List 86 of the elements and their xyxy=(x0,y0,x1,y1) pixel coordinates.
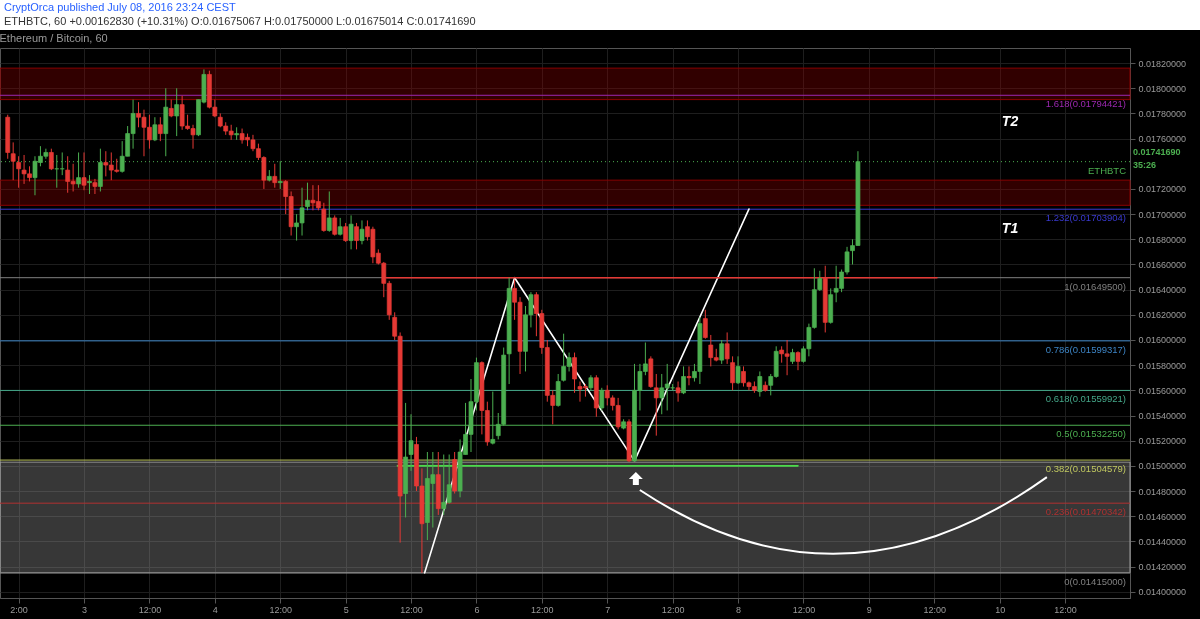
candlestick xyxy=(321,202,327,233)
candlestick xyxy=(653,373,659,437)
ref-line-label: 0.5(0.01532250) xyxy=(1056,428,1126,440)
x-tick-label: 12:00 xyxy=(792,604,816,615)
candlestick xyxy=(359,219,365,245)
y-tick-label: 0.01640000 xyxy=(1138,285,1187,296)
x-tick-label: 12:00 xyxy=(1054,604,1077,615)
y-tick-label: 0.01480000 xyxy=(1138,486,1187,497)
ref-line-label: 1.618(0.01794421) xyxy=(1045,98,1126,110)
candlestick xyxy=(348,214,354,250)
candlestick xyxy=(10,141,16,181)
y-tick-label: 0.01520000 xyxy=(1138,436,1187,447)
text: ETHBTC, 60 +0.00162830 (+10.31%) O:0.01675067 H:0.01750000 L:0.01675014 C:0.01741690 xyxy=(4,14,477,28)
x-tick-label: 5 xyxy=(343,604,349,615)
candlestick xyxy=(572,352,577,394)
x-tick-label: 12:00 xyxy=(269,604,292,615)
annotation: T2 xyxy=(1001,113,1019,129)
candlestick xyxy=(795,350,801,371)
y-tick-label: 0.01620000 xyxy=(1138,310,1187,321)
candlestick xyxy=(16,155,21,189)
x-tick-label: 12:00 xyxy=(661,604,685,615)
annotation: T1 xyxy=(1001,220,1019,236)
ref-line-label: 1.232(0.01703904) xyxy=(1045,212,1126,224)
y-tick-label: 0.01500000 xyxy=(1138,461,1187,472)
candlestick xyxy=(702,309,708,340)
y-tick-label: 0.01460000 xyxy=(1138,511,1187,522)
candlestick xyxy=(87,174,92,195)
candlestick xyxy=(735,355,741,385)
y-tick-label: 0.01420000 xyxy=(1138,562,1187,573)
x-tick-label: 10 xyxy=(995,604,1006,615)
x-tick-label: 2:00 xyxy=(10,604,28,615)
candlestick xyxy=(757,370,763,398)
ref-line-label: 0.236(0.01470342) xyxy=(1045,506,1126,518)
y-tick-label: 0.01560000 xyxy=(1138,385,1187,396)
y-tick-label: 0.01540000 xyxy=(1138,411,1187,422)
candlestick xyxy=(354,222,359,250)
y-tick-label: 0.01440000 xyxy=(1138,536,1187,547)
candlestick xyxy=(332,214,338,237)
x-tick-label: 12:00 xyxy=(400,604,423,615)
candlestick xyxy=(48,148,54,171)
y-tick-label: 0.01680000 xyxy=(1138,234,1187,245)
x-tick-label: 6 xyxy=(474,604,480,615)
x-tick-label: 12:00 xyxy=(138,604,162,615)
candlestick xyxy=(719,339,725,365)
ref-line-label: 0.618(0.01559921) xyxy=(1045,393,1126,405)
candlestick xyxy=(92,178,98,195)
ref-line-label: 1(0.01649500) xyxy=(1064,280,1126,292)
y-tick-label: 0.01780000 xyxy=(1138,108,1187,119)
candlestick xyxy=(305,182,310,211)
candlestick xyxy=(686,365,692,386)
y-tick-label: 0.01600000 xyxy=(1138,335,1187,346)
y-tick-label: 0.01720000 xyxy=(1138,184,1187,195)
candlestick xyxy=(272,163,278,189)
y-tick-label: 0.01400000 xyxy=(1138,587,1187,598)
ref-line-label: 0.786(0.01599317) xyxy=(1045,343,1126,355)
candlestick xyxy=(81,151,87,191)
candlestick xyxy=(174,87,180,137)
x-tick-label: 12:00 xyxy=(923,604,947,615)
candlestick xyxy=(724,331,730,365)
chart-title: Ethereum / Bitcoin, 60 xyxy=(0,32,108,44)
candlestick xyxy=(157,116,163,142)
y-tick-label: 0.01580000 xyxy=(1138,360,1187,371)
ref-line-label: 0.382(0.01504579) xyxy=(1045,463,1126,475)
y-tick-label: 0.01660000 xyxy=(1138,259,1187,270)
ref-line-label: 0(0.01415000) xyxy=(1064,575,1126,587)
ref-line-label: ETHBTC xyxy=(1088,164,1127,176)
x-tick-label: 4 xyxy=(212,604,218,615)
candlestick xyxy=(681,365,686,395)
candlestick xyxy=(599,387,605,411)
candlestick xyxy=(675,381,681,403)
candlestick xyxy=(730,355,735,391)
y-tick-label: 0.01820000 xyxy=(1138,58,1187,69)
x-tick-label: 7 xyxy=(605,604,611,615)
text: CryptOrca published July 08, 2016 23:24 CEST xyxy=(4,0,237,14)
y-tick-label: 0.01800000 xyxy=(1138,83,1187,94)
candlestick xyxy=(555,373,561,408)
text: 0.01741690 xyxy=(1133,147,1181,157)
candlestick xyxy=(343,222,348,243)
x-tick-label: 12:00 xyxy=(531,604,554,615)
candlestick xyxy=(326,190,332,233)
y-tick-label: 0.01700000 xyxy=(1138,209,1187,220)
x-tick-label: 3 xyxy=(82,604,88,615)
x-tick-label: 9 xyxy=(866,604,872,615)
y-tick-label: 0.01760000 xyxy=(1138,134,1187,145)
text: 35:26 xyxy=(1133,160,1157,170)
x-tick-label: 8 xyxy=(736,604,742,615)
